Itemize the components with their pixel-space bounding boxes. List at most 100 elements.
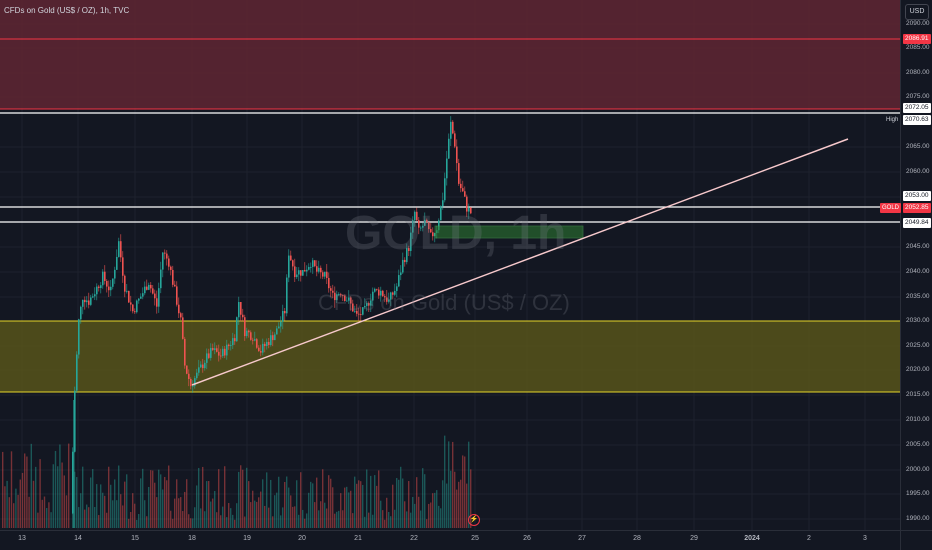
volume-bar bbox=[156, 497, 158, 528]
volume-bar bbox=[288, 487, 290, 528]
volume-bar bbox=[452, 441, 454, 528]
volume-bar bbox=[172, 518, 174, 528]
candle-body bbox=[228, 344, 230, 347]
candle-body bbox=[118, 241, 120, 257]
currency-button[interactable]: USD bbox=[905, 4, 929, 20]
candle-body bbox=[166, 253, 168, 259]
candlestick-series[interactable] bbox=[72, 116, 472, 515]
volume-bar bbox=[74, 471, 76, 528]
price-tick: 2015.00 bbox=[906, 391, 930, 398]
candle-body bbox=[468, 207, 470, 212]
candle-body bbox=[396, 286, 398, 291]
volume-bar bbox=[422, 468, 424, 528]
volume-bar bbox=[73, 400, 75, 528]
volume-bar bbox=[110, 484, 112, 528]
volume-bar bbox=[118, 465, 120, 528]
candle-body bbox=[238, 302, 240, 318]
volume-bar bbox=[330, 478, 332, 528]
candle-body bbox=[334, 292, 336, 301]
candle-body bbox=[464, 191, 466, 197]
candle-body bbox=[440, 206, 442, 221]
candle-body bbox=[208, 353, 210, 358]
price-chart[interactable] bbox=[0, 0, 900, 530]
volume-bar bbox=[322, 469, 324, 528]
candle-body bbox=[414, 211, 416, 221]
price-scale[interactable] bbox=[900, 0, 932, 530]
fvg-box[interactable] bbox=[434, 225, 584, 239]
volume-bar bbox=[82, 466, 84, 528]
price-tick: 2010.00 bbox=[906, 416, 930, 423]
volume-bar bbox=[266, 472, 268, 528]
volume-bar bbox=[314, 502, 316, 528]
candle-body bbox=[202, 364, 204, 369]
volume-bar bbox=[298, 514, 300, 528]
candle-body bbox=[374, 288, 376, 292]
volume-bar bbox=[238, 471, 240, 528]
volume-bar bbox=[100, 484, 102, 528]
candle-body bbox=[190, 378, 192, 387]
candle-body bbox=[104, 271, 106, 281]
volume-bar bbox=[286, 476, 288, 528]
chart-area[interactable]: GOLD, 1h CFDs on Gold (US$ / OZ) CFDs on… bbox=[0, 0, 900, 530]
candle-body bbox=[314, 260, 316, 267]
time-scale[interactable] bbox=[0, 530, 900, 550]
candle-body bbox=[108, 286, 110, 291]
candle-body bbox=[226, 344, 228, 356]
demand-zone[interactable] bbox=[0, 321, 900, 392]
candle-body bbox=[320, 267, 322, 273]
candle-body bbox=[114, 269, 116, 279]
volume-bar bbox=[356, 483, 358, 528]
candle-body bbox=[264, 343, 266, 347]
volume-bar bbox=[128, 518, 130, 528]
candle-body bbox=[338, 294, 340, 295]
candle-body bbox=[346, 300, 348, 302]
candle-body bbox=[234, 338, 236, 342]
candle-body bbox=[270, 335, 272, 345]
volume-bar bbox=[86, 504, 88, 528]
supply-zone[interactable] bbox=[0, 0, 900, 109]
volume-bar bbox=[138, 514, 140, 528]
price-tick: 2030.00 bbox=[906, 317, 930, 324]
volume-bar bbox=[122, 505, 124, 528]
volume-bar bbox=[370, 475, 372, 528]
volume-bar bbox=[312, 483, 314, 528]
volume-bar bbox=[260, 491, 262, 528]
symbol-tag: GOLD bbox=[880, 203, 902, 213]
volume-bar bbox=[416, 477, 418, 528]
candle-body bbox=[224, 348, 226, 356]
volume-bar bbox=[146, 516, 148, 528]
volume-bar bbox=[274, 495, 276, 528]
volume-bar bbox=[346, 486, 348, 528]
candle-body bbox=[230, 345, 232, 347]
volume-bar bbox=[120, 494, 122, 528]
volume-bar bbox=[2, 451, 4, 528]
volume-bar bbox=[170, 510, 172, 528]
volume-bar bbox=[61, 462, 63, 528]
volume-bar bbox=[148, 486, 150, 528]
volume-bar bbox=[376, 485, 378, 528]
candle-body bbox=[324, 271, 326, 277]
price-tick: 2075.00 bbox=[906, 93, 930, 100]
candle-body bbox=[448, 138, 450, 159]
candle-body bbox=[296, 274, 298, 278]
volume-bar bbox=[360, 481, 362, 528]
candle-body bbox=[402, 259, 404, 273]
volume-bar bbox=[244, 516, 246, 528]
candle-body bbox=[400, 272, 402, 276]
candle-body bbox=[182, 317, 184, 339]
volume-bar bbox=[398, 479, 400, 528]
candle-body bbox=[390, 292, 392, 300]
lightning-icon[interactable]: ⚡ bbox=[468, 514, 480, 526]
time-label: 15 bbox=[131, 535, 139, 542]
volume-bar bbox=[108, 466, 110, 528]
volume-bar bbox=[164, 476, 166, 528]
candle-body bbox=[100, 285, 102, 288]
candle-body bbox=[88, 300, 90, 305]
candle-body bbox=[160, 269, 162, 289]
volume-bar bbox=[162, 489, 164, 528]
volume-bar bbox=[6, 480, 8, 528]
volume-bar bbox=[272, 516, 274, 528]
ascending-trendline[interactable] bbox=[191, 138, 849, 386]
candle-body bbox=[92, 296, 94, 298]
candle-body bbox=[222, 348, 224, 357]
